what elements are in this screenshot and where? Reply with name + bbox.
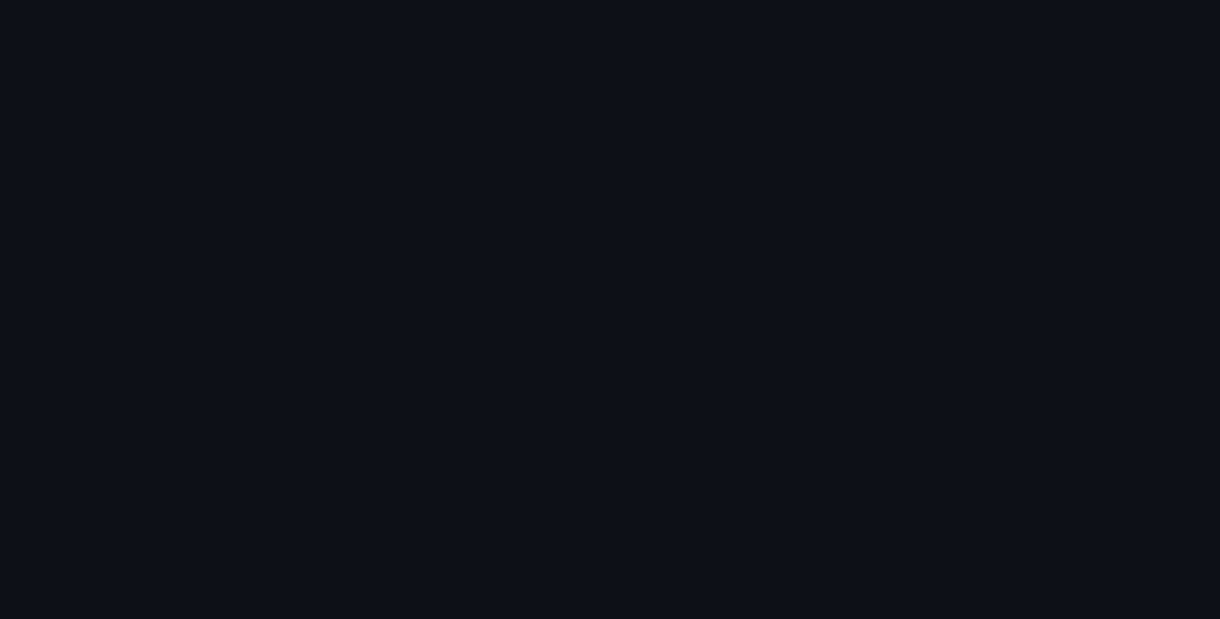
word-cloud: [0, 0, 1220, 619]
